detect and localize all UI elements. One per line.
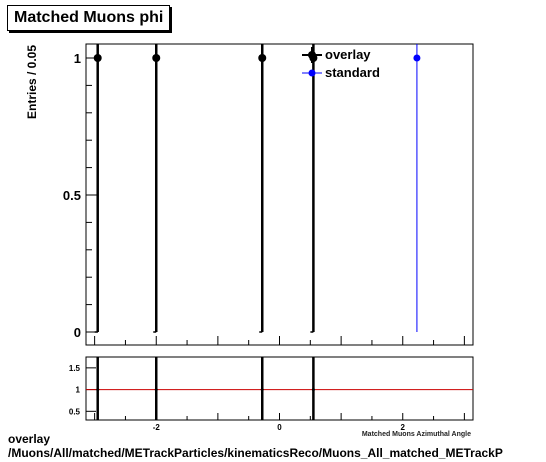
overlay-point xyxy=(258,54,267,62)
main-y-tick-label: 0 xyxy=(74,325,81,340)
ratio-point xyxy=(260,388,264,392)
ratio-y-tick-label: 1.5 xyxy=(69,364,81,373)
ratio-point xyxy=(311,388,315,392)
main-y-axis-label: Entries / 0.05 xyxy=(25,45,39,119)
ratio-point xyxy=(154,388,158,392)
overlay-point xyxy=(152,54,161,62)
legend-label-standard: standard xyxy=(325,65,380,80)
legend: overlay standard xyxy=(300,46,410,84)
legend-marker-overlay xyxy=(302,47,322,63)
main-y-tick-label: 1 xyxy=(74,51,81,66)
legend-marker-standard xyxy=(302,69,322,77)
footer-line-2: /Muons/All/matched/METrackParticles/kine… xyxy=(8,446,503,460)
footer-line-1: overlay xyxy=(8,432,51,446)
main-plot-frame xyxy=(85,43,474,346)
overlay-point xyxy=(93,54,102,62)
standard-point xyxy=(413,54,421,62)
legend-entry-overlay: overlay xyxy=(300,46,410,64)
ratio-x-tick-label: 0 xyxy=(277,423,282,432)
legend-entry-standard: standard xyxy=(300,64,410,82)
ratio-y-tick-label: 0.5 xyxy=(69,407,81,416)
ratio-x-tick-label: 2 xyxy=(401,423,406,432)
main-y-tick-label: 0.5 xyxy=(63,188,81,203)
ratio-x-tick-label: -2 xyxy=(153,423,161,432)
ratio-plot-frame xyxy=(85,356,474,421)
ratio-y-tick-label: 1 xyxy=(76,386,81,395)
plot-title: Matched Muons phi xyxy=(7,5,171,31)
legend-label-overlay: overlay xyxy=(325,47,371,62)
ratio-point xyxy=(96,388,100,392)
ratio-x-axis-label: Matched Muons Azimuthal Angle xyxy=(362,431,471,438)
